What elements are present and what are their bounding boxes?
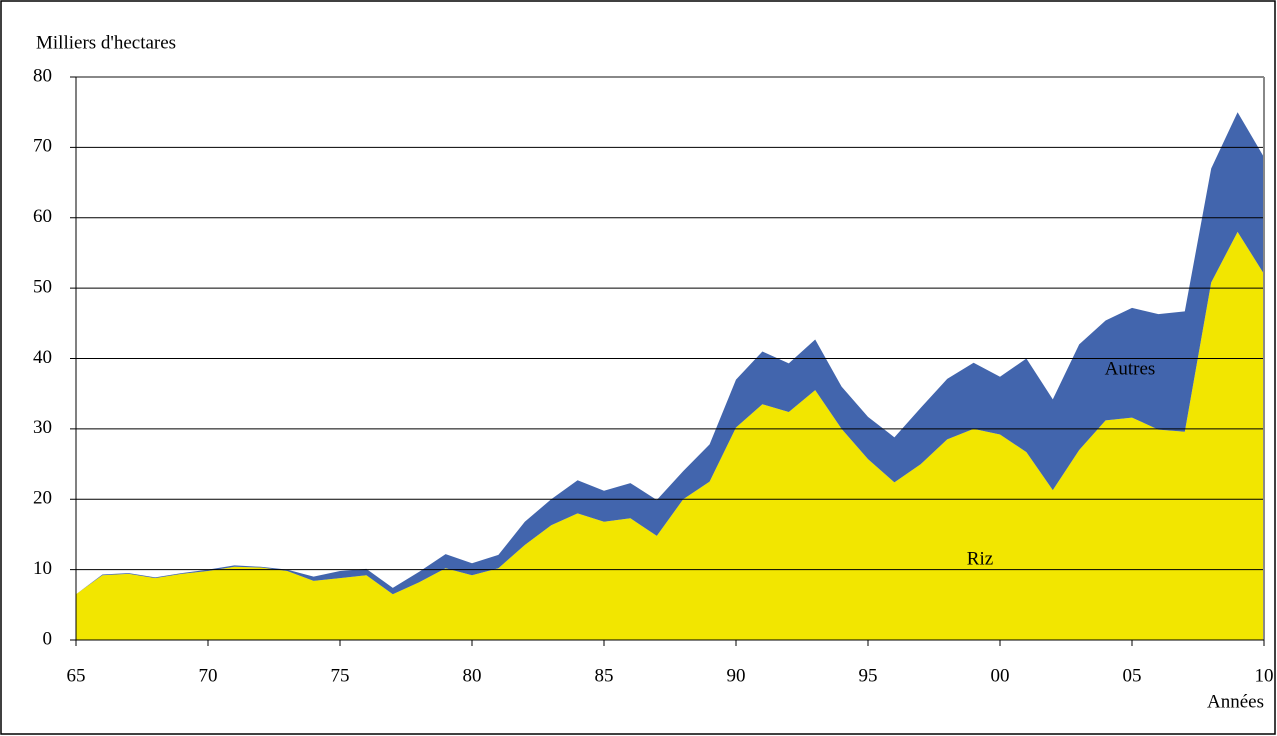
x-tick-label: 70 xyxy=(199,665,218,686)
area xyxy=(76,112,1264,595)
y-axis-label: Milliers d'hectares xyxy=(36,32,176,53)
x-tick-label: 65 xyxy=(67,665,86,686)
y-tick-label: 20 xyxy=(33,488,52,509)
x-tick-label: 05 xyxy=(1123,665,1142,686)
series-label: Riz xyxy=(967,548,993,569)
area xyxy=(76,231,1264,640)
x-tick-label: 95 xyxy=(859,665,878,686)
x-tick-label: 10 xyxy=(1255,665,1274,686)
y-tick-label: 50 xyxy=(33,276,52,297)
x-tick-label: 00 xyxy=(991,665,1010,686)
y-tick-label: 80 xyxy=(33,65,52,86)
x-tick-label: 75 xyxy=(331,665,350,686)
y-tick-label: 30 xyxy=(33,417,52,438)
x-tick-label: 90 xyxy=(727,665,746,686)
x-tick-label: 85 xyxy=(595,665,614,686)
x-axis-label: Années xyxy=(1207,691,1264,712)
y-tick-label: 0 xyxy=(43,628,53,649)
y-tick-label: 70 xyxy=(33,136,52,157)
series-label: Autres xyxy=(1105,358,1156,379)
y-tick-label: 40 xyxy=(33,347,52,368)
x-tick-label: 80 xyxy=(463,665,482,686)
y-tick-label: 10 xyxy=(33,558,52,579)
y-tick-label: 60 xyxy=(33,206,52,227)
